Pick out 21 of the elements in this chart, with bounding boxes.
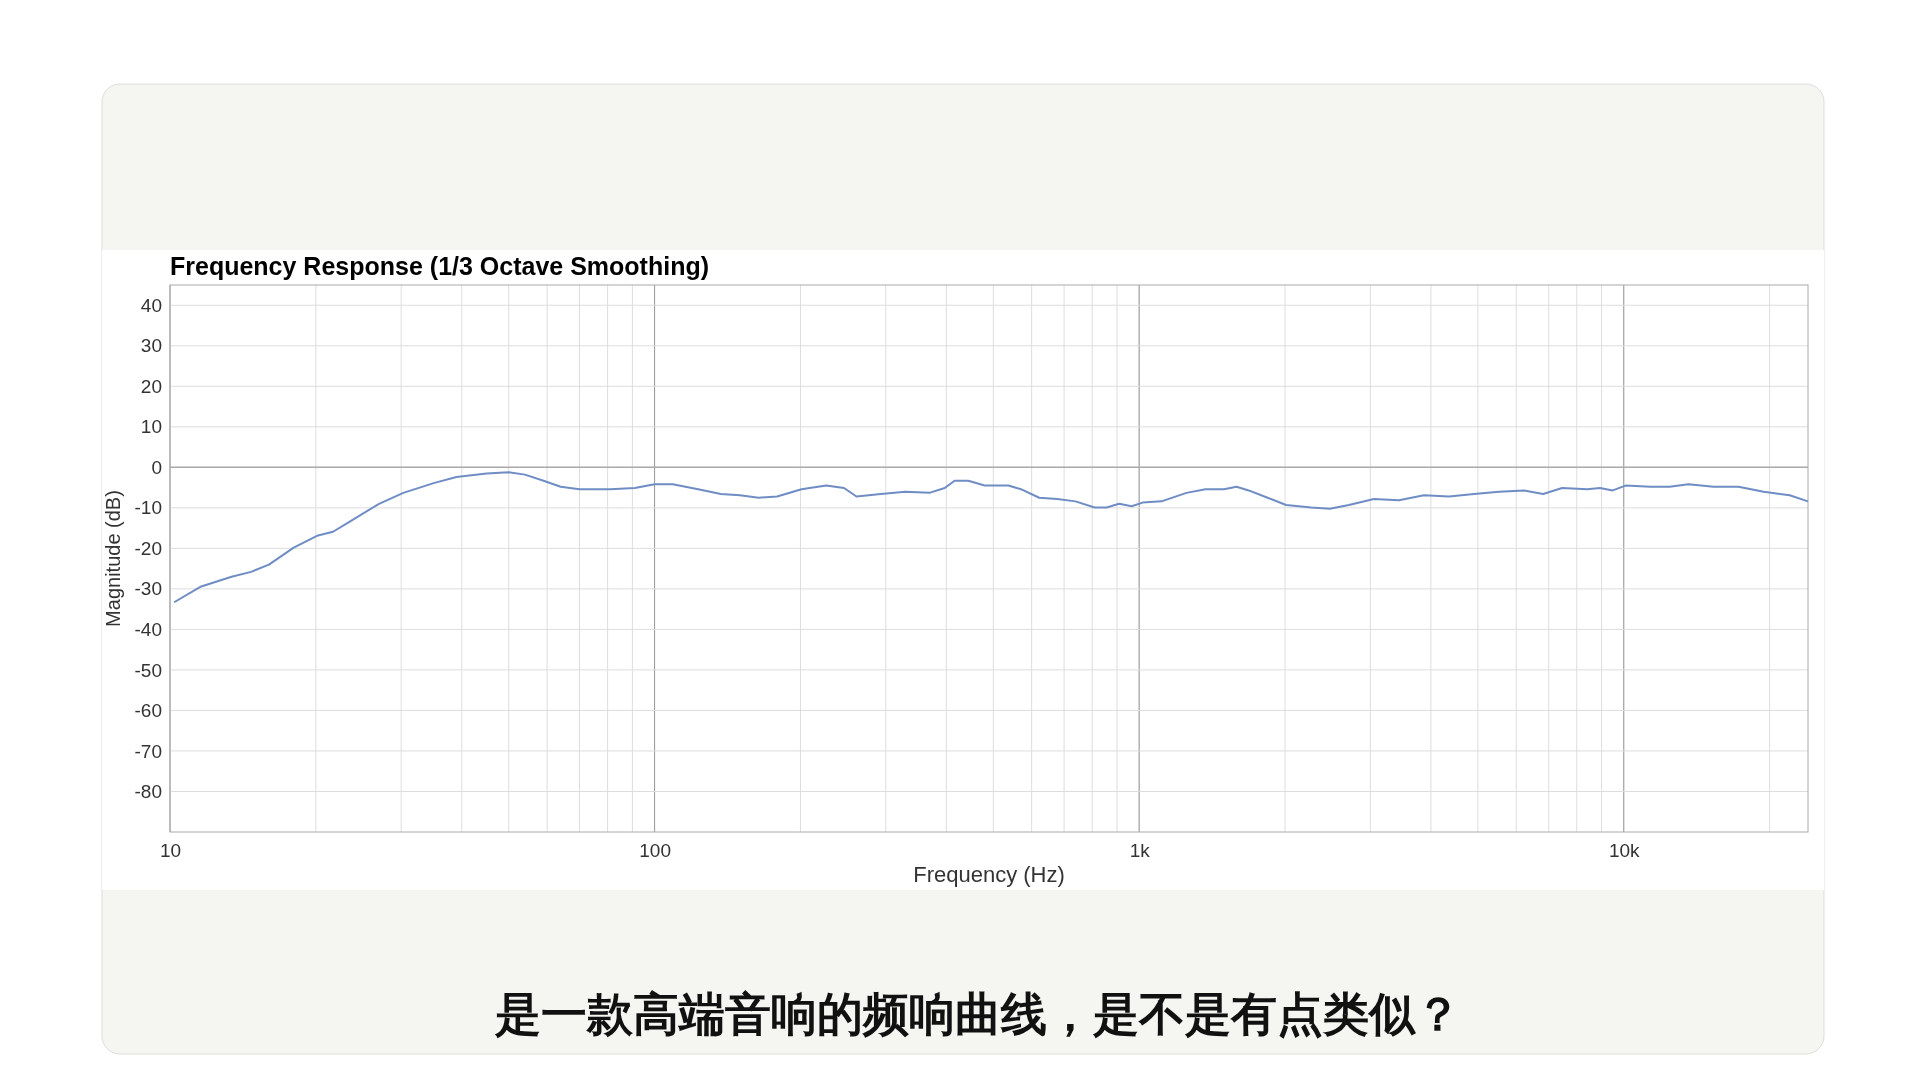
x-axis-title: Frequency (Hz) bbox=[913, 862, 1065, 887]
y-tick-label: -50 bbox=[134, 659, 162, 681]
y-tick-label: 0 bbox=[151, 456, 162, 478]
y-tick-label: -60 bbox=[134, 700, 162, 722]
y-tick-label: 20 bbox=[140, 375, 162, 397]
y-tick-label: 30 bbox=[140, 335, 162, 357]
y-tick-label: -40 bbox=[134, 618, 162, 640]
y-tick-label: 10 bbox=[140, 416, 162, 438]
chart-title: Frequency Response (1/3 Octave Smoothing) bbox=[170, 252, 710, 280]
text: 是一款高端音响的频响曲线，是不是有点类似？ bbox=[494, 987, 1461, 1041]
x-tick-label: 1k bbox=[1129, 840, 1151, 862]
y-tick-label: -20 bbox=[134, 537, 162, 559]
y-tick-label: -10 bbox=[134, 497, 162, 519]
y-tick-label: 40 bbox=[140, 294, 162, 316]
y-tick-label: -70 bbox=[134, 740, 162, 762]
x-tick-label: 10 bbox=[159, 840, 182, 862]
y-axis-title: Magnitude (dB) bbox=[102, 490, 124, 627]
y-tick-label: -30 bbox=[134, 578, 162, 600]
x-tick-label: 100 bbox=[639, 840, 671, 862]
x-tick-label: 10k bbox=[1608, 840, 1641, 862]
y-tick-label: -80 bbox=[134, 781, 162, 803]
